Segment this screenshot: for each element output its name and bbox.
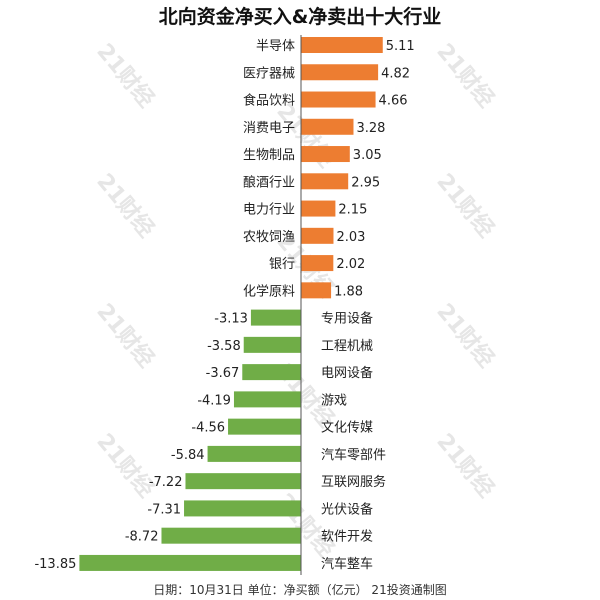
category-label: 电网设备 xyxy=(321,365,373,381)
bar xyxy=(301,64,379,81)
value-label: 2.02 xyxy=(336,257,365,272)
bar xyxy=(301,227,334,244)
value-label: 1.88 xyxy=(334,284,363,299)
bar xyxy=(301,282,332,299)
value-label: -8.72 xyxy=(125,530,159,545)
value-label: 4.66 xyxy=(379,94,408,109)
category-label: 食品饮料 xyxy=(243,93,295,109)
value-label: -4.56 xyxy=(191,421,225,436)
bar xyxy=(242,364,301,381)
category-label: 软件开发 xyxy=(321,529,373,545)
bar xyxy=(301,255,334,272)
bar xyxy=(301,173,349,190)
category-label: 化学原料 xyxy=(243,283,295,299)
category-label: 互联网服务 xyxy=(321,474,386,490)
bar xyxy=(228,418,301,435)
category-label: 农牧饲渔 xyxy=(243,230,295,245)
category-label: 医疗器械 xyxy=(243,66,295,81)
value-label: -3.67 xyxy=(206,366,240,381)
value-label: -5.84 xyxy=(171,448,205,463)
value-label: -3.58 xyxy=(207,339,241,354)
bar xyxy=(301,200,336,217)
bar xyxy=(207,445,301,462)
watermark: 21财经 xyxy=(431,39,499,113)
value-label: 3.05 xyxy=(353,148,382,163)
value-label: 4.82 xyxy=(381,66,410,81)
chart-footer: 日期：10月31日 单位：净买额（亿元） 21投资通制图 xyxy=(153,583,447,597)
category-label: 专用设备 xyxy=(321,311,373,327)
value-label: 3.28 xyxy=(356,121,385,136)
bar xyxy=(301,146,350,163)
bar xyxy=(161,527,301,544)
watermark: 21财经 xyxy=(431,169,499,243)
watermark: 21财经 xyxy=(271,489,339,563)
category-label: 汽车整车 xyxy=(321,556,373,572)
bar xyxy=(250,309,301,326)
value-label: -4.19 xyxy=(197,393,231,408)
watermark: 21财经 xyxy=(91,299,159,373)
category-label: 文化传媒 xyxy=(321,421,373,436)
bar xyxy=(184,500,301,517)
value-label: -13.85 xyxy=(34,557,76,572)
bar xyxy=(301,37,383,53)
bar xyxy=(79,554,302,571)
category-label: 汽车零部件 xyxy=(321,447,386,463)
bar xyxy=(233,391,301,408)
value-label: -7.31 xyxy=(147,502,181,517)
value-label: 2.15 xyxy=(338,203,367,218)
category-label: 消费电子 xyxy=(243,121,295,136)
bar xyxy=(301,91,376,108)
value-label: -3.13 xyxy=(214,312,248,327)
watermark: 21财经 xyxy=(91,39,159,113)
watermark: 21财经 xyxy=(91,429,159,503)
category-label: 酿酒行业 xyxy=(243,174,295,190)
watermark: 21财经 xyxy=(91,169,159,243)
category-label: 工程机械 xyxy=(321,339,373,354)
value-label: 5.11 xyxy=(386,39,415,54)
category-label: 光伏设备 xyxy=(321,501,373,517)
bar xyxy=(185,473,301,490)
category-label: 半导体 xyxy=(256,39,295,54)
value-label: 2.95 xyxy=(351,175,380,190)
watermark: 21财经 xyxy=(431,299,499,373)
value-label: -7.22 xyxy=(149,475,183,490)
bar xyxy=(301,118,354,135)
watermark: 21财经 xyxy=(431,429,499,503)
category-label: 生物制品 xyxy=(243,148,295,163)
category-label: 电力行业 xyxy=(243,203,295,218)
category-label: 游戏 xyxy=(321,393,347,408)
chart-title: 北向资金净买入&净卖出十大行业 xyxy=(158,6,442,28)
value-label: 2.03 xyxy=(336,230,365,245)
category-label: 银行 xyxy=(269,257,295,272)
bar xyxy=(243,336,301,353)
